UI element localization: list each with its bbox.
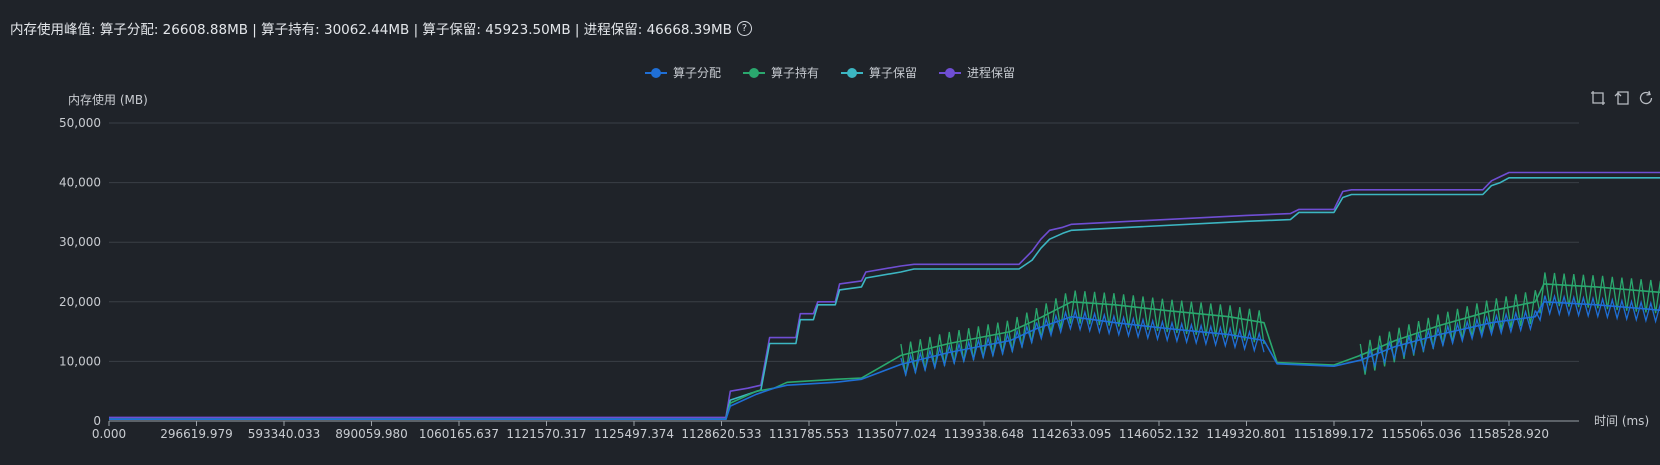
- x-tick-label: 1142633.095: [1031, 427, 1111, 441]
- legend-marker-icon: [841, 67, 863, 78]
- legend-label: 算子保留: [869, 66, 918, 80]
- legend-item-op-reserved[interactable]: 算子保留: [841, 64, 917, 81]
- x-tick-label: 1146052.132: [1119, 427, 1199, 441]
- x-tick-label: 1135077.024: [856, 427, 936, 441]
- zoom-reset-icon[interactable]: [1614, 90, 1630, 106]
- x-tick-label: 0.000: [92, 427, 126, 441]
- series-line[interactable]: [109, 147, 1660, 420]
- legend-label: 算子分配: [672, 66, 721, 80]
- legend-item-op-held[interactable]: 算子持有: [742, 64, 819, 81]
- series-line[interactable]: [109, 278, 1660, 420]
- y-tick-label: 10,000: [59, 354, 101, 368]
- y-tick-label: 50,000: [59, 116, 101, 130]
- x-tick-label: 1125497.374: [594, 427, 674, 441]
- x-tick-label: 1155065.036: [1381, 427, 1461, 441]
- y-tick-label: 30,000: [59, 235, 101, 249]
- series-oscillation: [900, 322, 1038, 378]
- question-circle-icon[interactable]: ?: [736, 20, 752, 36]
- legend-item-op-allocated[interactable]: 算子分配: [644, 64, 721, 81]
- y-tick-label: 20,000: [59, 295, 101, 309]
- zoom-area-icon[interactable]: [1590, 90, 1606, 106]
- restore-icon[interactable]: [1638, 90, 1654, 106]
- series-oscillation: [1534, 293, 1660, 324]
- y-tick-label: 40,000: [59, 176, 101, 190]
- series-oscillation: [1035, 290, 1265, 345]
- series-oscillation: [1534, 272, 1660, 314]
- x-tick-label: 1060165.637: [419, 427, 499, 441]
- x-tick-label: 1151899.172: [1294, 427, 1374, 441]
- x-axis-title: 时间 (ms): [1594, 414, 1649, 428]
- series-oscillation: [1359, 290, 1536, 375]
- legend-marker-icon: [939, 67, 962, 78]
- series-line[interactable]: [109, 299, 1660, 420]
- memory-peak-summary: 内存使用峰值: 算子分配: 26608.88MB | 算子持有: 30062.4…: [10, 18, 752, 38]
- x-tick-label: 1128620.533: [681, 427, 761, 441]
- chart-legend: 算子分配 算子持有 算子保留 进程保留: [0, 64, 1660, 81]
- x-tick-label: 1139338.648: [944, 427, 1024, 441]
- x-tick-label: 1121570.317: [506, 427, 586, 441]
- legend-label: 算子持有: [770, 66, 819, 80]
- x-tick-label: 1149320.801: [1206, 427, 1286, 441]
- series-oscillation: [1359, 309, 1536, 373]
- x-tick-label: 890059.980: [335, 427, 408, 441]
- y-tick-label: 0: [93, 414, 101, 428]
- series-line[interactable]: [109, 143, 1660, 419]
- legend-item-process-reserved[interactable]: 进程保留: [939, 64, 1015, 81]
- series-oscillation: [1035, 308, 1265, 353]
- x-tick-label: 296619.979: [160, 427, 233, 441]
- x-tick-label: 593340.033: [248, 427, 321, 441]
- series-oscillation: [900, 308, 1038, 376]
- chart-toolbox: [1590, 90, 1654, 106]
- memory-peak-summary-text: 内存使用峰值: 算子分配: 26608.88MB | 算子持有: 30062.4…: [10, 22, 732, 38]
- legend-marker-icon: [742, 67, 765, 78]
- legend-label: 进程保留: [967, 66, 1016, 80]
- x-tick-label: 1158528.920: [1469, 427, 1549, 441]
- y-axis-title: 内存使用 (MB): [68, 92, 148, 107]
- legend-marker-icon: [644, 67, 667, 78]
- x-tick-label: 1131785.553: [769, 427, 849, 441]
